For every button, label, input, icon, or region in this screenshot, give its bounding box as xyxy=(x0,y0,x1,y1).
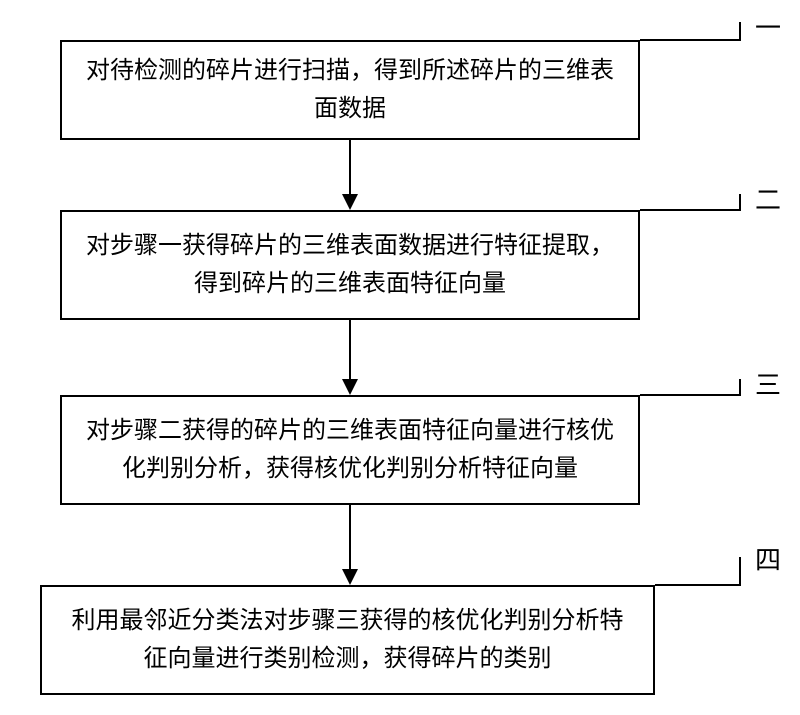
flow-box-3: 对步骤二获得的碎片的三维表面特征向量进行核优化判别分析，获得核优化判别分析特征向… xyxy=(60,395,640,505)
connector-2 xyxy=(640,192,750,217)
arrow-1-2 xyxy=(338,140,362,212)
arrow-3-4 xyxy=(338,505,362,587)
step-label-2: 二 xyxy=(755,180,781,217)
flow-box-3-text: 对步骤二获得的碎片的三维表面特征向量进行核优化判别分析，获得核优化判别分析特征向… xyxy=(82,412,618,489)
step-label-1: 一 xyxy=(755,8,781,45)
flow-box-2: 对步骤一获得碎片的三维表面数据进行特征提取，得到碎片的三维表面特征向量 xyxy=(60,210,640,320)
step-label-3: 三 xyxy=(755,365,781,402)
connector-4 xyxy=(655,555,750,590)
connector-3 xyxy=(640,377,750,402)
flow-box-1-text: 对待检测的碎片进行扫描，得到所述碎片的三维表面数据 xyxy=(82,52,618,129)
flow-box-4-text: 利用最邻近分类法对步骤三获得的核优化判别分析特征向量进行类别检测，获得碎片的类别 xyxy=(62,602,633,679)
arrow-2-3 xyxy=(338,320,362,397)
flow-box-1: 对待检测的碎片进行扫描，得到所述碎片的三维表面数据 xyxy=(60,40,640,140)
flow-box-2-text: 对步骤一获得碎片的三维表面数据进行特征提取，得到碎片的三维表面特征向量 xyxy=(82,227,618,304)
step-label-4: 四 xyxy=(755,540,781,577)
connector-1 xyxy=(640,20,750,45)
flow-box-4: 利用最邻近分类法对步骤三获得的核优化判别分析特征向量进行类别检测，获得碎片的类别 xyxy=(40,585,655,695)
